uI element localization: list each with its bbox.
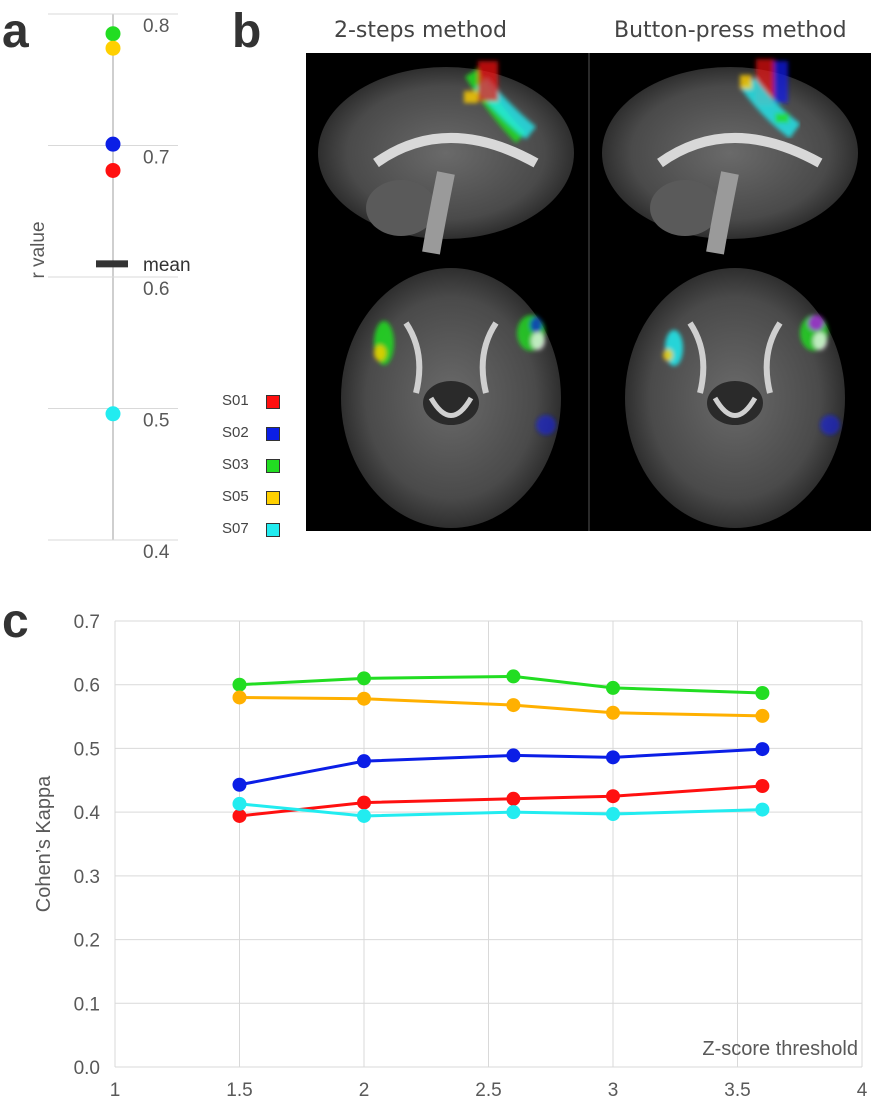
axial-slice-2-steps	[341, 268, 561, 528]
series-line-s02	[239, 747, 763, 787]
series-point-s05	[755, 708, 770, 723]
legend-item-s05: S05	[222, 488, 292, 508]
panel-c-letter: c	[2, 595, 29, 648]
y-tick-label: 0.3	[74, 867, 100, 888]
panel-b-letter: b	[232, 5, 262, 58]
y-tick-label: 0.5	[74, 739, 100, 760]
legend-swatch	[266, 459, 280, 473]
point-s07	[105, 406, 121, 422]
y-tick-label: 0.6	[143, 279, 169, 300]
y-tick-label: 0.7	[143, 148, 169, 169]
legend-label: S03	[222, 456, 249, 473]
sagittal-slice-button-press	[602, 59, 858, 255]
panel-a-letter: a	[2, 5, 29, 58]
r-value-chart: 0.8 0.7 0.6 0.5 0.4 r value mean	[28, 13, 191, 563]
x-tick-label: 2.5	[475, 1080, 501, 1101]
y-axis-title: Cohen’s Kappa	[33, 775, 55, 912]
axial-slice-button-press	[625, 268, 845, 528]
legend-swatch	[266, 523, 280, 537]
legend-label: S02	[222, 424, 249, 441]
legend-swatch	[266, 395, 280, 409]
series-point-s01	[606, 789, 620, 804]
x-tick-label: 3	[608, 1080, 619, 1101]
x-tick-label: 1	[110, 1080, 121, 1101]
series-point-s01	[506, 791, 521, 806]
series-point-s05	[357, 691, 371, 706]
series-point-s01	[357, 795, 371, 810]
brain-images	[306, 53, 871, 531]
x-tick-label: 1.5	[226, 1080, 252, 1101]
y-tick-label: 0.8	[143, 16, 169, 37]
series-point-s03	[357, 671, 371, 686]
series-point-s02	[506, 748, 521, 763]
series-point-s03	[232, 677, 247, 692]
series-point-s03	[506, 669, 521, 684]
x-axis-title: Z-score threshold	[702, 1038, 858, 1060]
series-point-s02	[232, 777, 247, 792]
mean-marker	[96, 260, 128, 268]
y-tick-label: 0.4	[143, 542, 170, 563]
mean-label: mean	[143, 255, 191, 276]
series-line-s07	[239, 802, 763, 818]
series-point-s01	[232, 808, 247, 823]
series-point-s07	[232, 796, 247, 811]
point-s02	[105, 136, 121, 152]
column-title-button-press: Button-press method	[614, 18, 847, 43]
y-tick-label: 0.0	[74, 1058, 100, 1079]
kappa-line-chart: 0.0 0.1 0.2 0.3 0.4 0.5 0.6 0.7 1 1.5 2 2.5 3 3.5 4 Coh…	[33, 612, 868, 1101]
y-tick-label: 0.1	[74, 994, 100, 1015]
series-point-s05	[232, 690, 247, 705]
y-tick-label: 0.7	[74, 612, 100, 633]
series-point-s05	[606, 705, 620, 720]
x-tick-label: 4	[857, 1080, 868, 1101]
series-point-s07	[357, 808, 371, 823]
legend-swatch	[266, 491, 280, 505]
series-point-s07	[606, 807, 620, 822]
legend-item-s02: S02	[222, 424, 292, 444]
mri-slices	[318, 53, 858, 531]
point-s03	[105, 26, 121, 42]
series-point-s02	[357, 754, 371, 769]
series-point-s07	[506, 805, 521, 820]
series-line-s05	[239, 695, 763, 718]
point-s05	[105, 40, 121, 56]
y-tick-label: 0.2	[74, 931, 100, 952]
point-s01	[105, 162, 121, 178]
y-tick-label: 0.4	[74, 803, 101, 824]
y-tick-label: 0.6	[74, 676, 100, 697]
series-point-s01	[755, 779, 770, 794]
series-point-s02	[755, 742, 770, 757]
series-point-s02	[606, 750, 620, 765]
sagittal-slice-2-steps	[318, 61, 574, 255]
series-point-s03	[755, 685, 770, 700]
series-point-s03	[606, 680, 620, 695]
legend-item-s03: S03	[222, 456, 292, 476]
x-tick-label: 3.5	[724, 1080, 750, 1101]
legend-swatch	[266, 427, 280, 441]
y-axis-title: r value	[28, 221, 49, 278]
legend-label: S05	[222, 488, 249, 505]
legend-item-s07: S07	[222, 520, 292, 540]
column-title-2-steps: 2-steps method	[334, 18, 507, 43]
series-point-s07	[755, 802, 770, 817]
series-point-s05	[506, 698, 521, 713]
legend-item-s01: S01	[222, 392, 292, 412]
legend-label: S01	[222, 392, 249, 409]
x-tick-label: 2	[359, 1080, 370, 1101]
legend-label: S07	[222, 520, 249, 537]
y-tick-label: 0.5	[143, 411, 169, 432]
